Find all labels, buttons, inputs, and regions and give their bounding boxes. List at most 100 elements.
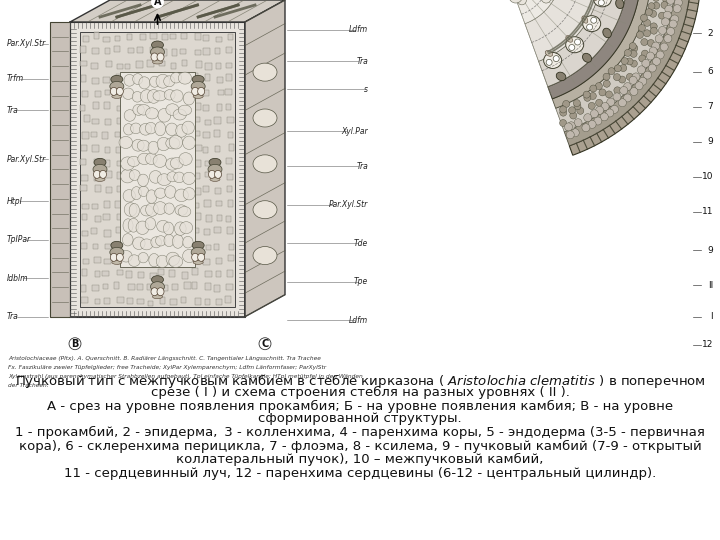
Text: Tpe: Tpe: [354, 277, 368, 286]
Bar: [94, 299, 100, 304]
Ellipse shape: [128, 255, 140, 266]
Bar: [195, 50, 201, 55]
Ellipse shape: [112, 260, 122, 264]
Bar: [92, 285, 99, 292]
Ellipse shape: [564, 123, 572, 131]
Bar: [203, 146, 209, 153]
Ellipse shape: [121, 157, 135, 170]
Ellipse shape: [630, 50, 637, 57]
Ellipse shape: [637, 66, 645, 74]
Ellipse shape: [146, 190, 157, 204]
Bar: [81, 60, 87, 66]
Bar: [104, 214, 110, 220]
Ellipse shape: [600, 113, 608, 121]
Bar: [117, 243, 123, 248]
Ellipse shape: [193, 260, 203, 264]
Ellipse shape: [148, 141, 158, 154]
Polygon shape: [564, 0, 691, 146]
Ellipse shape: [574, 119, 582, 127]
Ellipse shape: [156, 235, 166, 246]
Ellipse shape: [123, 190, 135, 202]
Bar: [203, 186, 210, 192]
Ellipse shape: [209, 170, 215, 178]
Bar: [228, 227, 233, 234]
Ellipse shape: [157, 53, 164, 61]
Ellipse shape: [553, 56, 559, 62]
Bar: [194, 188, 201, 195]
Ellipse shape: [179, 153, 192, 165]
Text: Aristolochiaceae (Pltx). A. Querschnitt. B. Radiärer Längsschnitt. C. Tangential: Aristolochiaceae (Pltx). A. Querschnitt.…: [8, 356, 321, 361]
Ellipse shape: [140, 90, 154, 103]
Ellipse shape: [179, 105, 192, 115]
Ellipse shape: [642, 50, 649, 57]
Bar: [82, 214, 87, 220]
Ellipse shape: [166, 158, 179, 170]
Ellipse shape: [618, 99, 626, 107]
Bar: [115, 36, 120, 41]
Bar: [214, 285, 220, 292]
Bar: [80, 32, 235, 307]
Ellipse shape: [635, 82, 643, 90]
Ellipse shape: [253, 155, 277, 173]
Bar: [81, 105, 86, 111]
Bar: [136, 62, 143, 68]
Ellipse shape: [253, 201, 277, 219]
Ellipse shape: [119, 137, 132, 148]
Bar: [114, 132, 120, 137]
Bar: [82, 132, 89, 139]
Ellipse shape: [661, 2, 668, 9]
Ellipse shape: [198, 253, 204, 261]
Bar: [81, 75, 86, 82]
Ellipse shape: [631, 60, 637, 67]
Ellipse shape: [127, 156, 140, 166]
Bar: [115, 201, 122, 208]
Bar: [138, 272, 143, 278]
Text: Пучковый тип с межпучковым камбием в стебле кирказона ( $\mathit{Aristolochia\ c: Пучковый тип с межпучковым камбием в сте…: [14, 372, 706, 390]
Ellipse shape: [664, 35, 672, 43]
Ellipse shape: [566, 37, 584, 53]
Bar: [226, 47, 233, 53]
Text: 6: 6: [707, 68, 713, 77]
Bar: [159, 61, 165, 66]
Bar: [104, 147, 110, 153]
Bar: [227, 174, 233, 180]
Text: 1 - прокамбий, 2 - эпидерма,  3 - колленхима, 4 - паренхима коры, 5 - эндодерма : 1 - прокамбий, 2 - эпидерма, 3 - колленх…: [15, 426, 705, 439]
Bar: [91, 132, 97, 138]
Bar: [207, 215, 212, 222]
Text: C: C: [261, 339, 269, 349]
Ellipse shape: [183, 237, 193, 248]
Ellipse shape: [588, 103, 595, 110]
Bar: [104, 77, 110, 83]
Ellipse shape: [673, 5, 681, 12]
Bar: [82, 269, 87, 276]
Bar: [181, 49, 186, 54]
Bar: [94, 174, 101, 180]
Bar: [214, 131, 220, 137]
Text: Par.Xyl.Str: Par.Xyl.Str: [7, 39, 46, 49]
Ellipse shape: [669, 20, 677, 28]
Bar: [161, 285, 168, 291]
Ellipse shape: [175, 205, 187, 215]
Ellipse shape: [613, 73, 621, 80]
Polygon shape: [556, 0, 676, 132]
Text: 9: 9: [707, 137, 713, 146]
Ellipse shape: [140, 205, 153, 216]
Ellipse shape: [124, 202, 137, 217]
Ellipse shape: [192, 87, 199, 96]
Ellipse shape: [124, 75, 135, 86]
Ellipse shape: [566, 131, 575, 139]
Bar: [229, 144, 234, 151]
Bar: [105, 90, 110, 96]
Ellipse shape: [153, 60, 163, 64]
Ellipse shape: [562, 100, 570, 107]
Bar: [104, 201, 109, 208]
Bar: [195, 131, 200, 136]
Ellipse shape: [584, 113, 592, 122]
Ellipse shape: [138, 253, 148, 263]
Bar: [91, 228, 97, 234]
Ellipse shape: [151, 41, 163, 49]
Ellipse shape: [653, 2, 660, 9]
Text: Par.Xyl.Str: Par.Xyl.Str: [7, 155, 46, 164]
Bar: [148, 301, 153, 306]
Ellipse shape: [179, 72, 192, 84]
